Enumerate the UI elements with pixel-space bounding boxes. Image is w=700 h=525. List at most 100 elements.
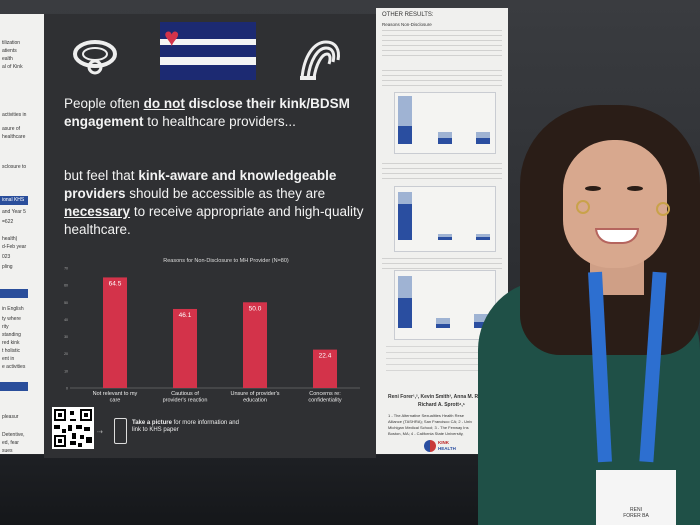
right-mini-bar xyxy=(436,324,450,328)
left-poster-line: pling xyxy=(2,264,13,270)
authors-line: Richard A. Sprott⁴,⁵ xyxy=(418,402,466,408)
right-mini-bar xyxy=(398,276,412,298)
bar-value-label: 46.1 xyxy=(179,312,192,319)
left-poster-line: ealth xyxy=(2,56,13,62)
bar-value-label: 64.5 xyxy=(109,280,122,287)
y-tick-label: 40 xyxy=(64,318,68,322)
left-poster-line: atients xyxy=(2,48,17,54)
authors-line: Reni Forer¹,², Kevin Smith³, Anna M. Ra xyxy=(388,394,481,400)
left-poster-line: ional KHS xyxy=(2,197,25,203)
left-poster-line: healthcare xyxy=(2,134,26,140)
affiliation-line: Boston, MA; 4 - California State Univers… xyxy=(388,431,464,436)
left-poster-line: ed, fear xyxy=(2,440,19,446)
eye-icon xyxy=(585,186,601,191)
right-poster: OTHER RESULTS: Reasons Non-Disclosure Re… xyxy=(376,8,508,454)
left-poster-line: 023 xyxy=(2,254,11,260)
left-poster-line: in English xyxy=(2,306,24,312)
left-poster-header-bar xyxy=(0,382,28,391)
left-poster-line: d-Feb year xyxy=(2,244,27,250)
bar xyxy=(173,308,197,388)
right-mini-bar xyxy=(476,138,490,144)
right-mini-bar xyxy=(438,237,452,240)
category-label: Not relevant to my care xyxy=(93,391,138,404)
left-poster-line: t holistic xyxy=(2,348,21,354)
phone-icon xyxy=(114,418,127,444)
collar-icon xyxy=(73,40,117,75)
left-poster-line: ent in xyxy=(2,356,15,362)
right-mini-bar xyxy=(438,234,452,237)
right-mini-bar xyxy=(438,132,452,138)
left-poster-line: sclosure to xyxy=(2,164,27,170)
right-poster-subheader: Reasons Non-Disclosure xyxy=(382,22,432,27)
bar-chart: 0 10 20 30 40 50 60 70 64.5 Not relevant to my ca… xyxy=(64,267,360,404)
category-label: Unsure of provider's education xyxy=(230,391,279,404)
bar xyxy=(243,302,267,388)
right-poster-text-block xyxy=(382,163,502,181)
y-tick-label: 20 xyxy=(64,352,68,356)
smile xyxy=(595,228,639,244)
left-poster-line: rity xyxy=(2,324,9,330)
affiliation-line: 1 - The Alternative Sexualities Health R… xyxy=(388,413,464,418)
y-tick-label: 70 xyxy=(64,267,68,271)
earring-icon xyxy=(656,202,670,216)
right-mini-bar xyxy=(436,318,450,324)
right-poster-header: OTHER RESULTS: xyxy=(382,12,434,18)
affiliation-line: Alliance (TASHRA); San Francisco CA; 2 -… xyxy=(388,419,473,424)
right-mini-bar xyxy=(398,126,412,144)
chart-title: Reasons for Non-Disclosure to MH Provide… xyxy=(163,258,289,264)
whip-icon xyxy=(300,40,340,80)
leather-pride-flag: ♥ xyxy=(160,22,256,80)
left-poster-line: red kink xyxy=(2,340,20,346)
right-mini-bar xyxy=(398,192,412,204)
headline-nondisclosure: People often do not disclose their kink/… xyxy=(64,96,350,129)
heart-icon: ♥ xyxy=(164,22,180,52)
left-poster-line: al of Kink xyxy=(2,64,23,70)
right-mini-bar xyxy=(476,237,490,240)
right-mini-bar xyxy=(398,298,412,328)
earring-icon xyxy=(576,200,590,214)
call-to-action: Take a picture for more information and … xyxy=(132,420,239,433)
left-poster-line: asure of xyxy=(2,126,21,132)
badge-name: RENI FORER BA xyxy=(623,507,649,519)
name-badge xyxy=(596,470,676,525)
bar xyxy=(103,277,127,388)
bar-value-label: 50.0 xyxy=(249,305,262,312)
left-poster-line: sues xyxy=(2,448,13,454)
headline-kink-aware: but feel that kink-aware and knowledgeab… xyxy=(64,168,364,237)
y-tick-label: 50 xyxy=(64,301,68,305)
y-axis: 0 10 20 30 40 50 60 70 xyxy=(64,267,68,391)
right-mini-bar xyxy=(476,132,490,138)
left-poster-header-bar xyxy=(0,289,28,298)
right-mini-bar xyxy=(474,322,488,328)
y-tick-label: 0 xyxy=(66,387,68,391)
y-tick-label: 60 xyxy=(64,284,68,288)
eye-icon xyxy=(627,186,643,191)
right-mini-bar xyxy=(474,314,488,322)
right-poster-text-block xyxy=(386,346,496,374)
left-poster-line: activities in xyxy=(2,112,27,118)
left-poster-line: tilization xyxy=(2,40,21,46)
left-poster-line: Detentive, xyxy=(2,432,25,438)
right-mini-bar xyxy=(438,138,452,144)
left-poster: tilization atients ealth al of Kink acti… xyxy=(0,14,44,454)
bar-value-label: 22.4 xyxy=(319,353,332,360)
arrow-icon: ⇢ xyxy=(97,429,103,436)
y-tick-label: 30 xyxy=(64,335,68,339)
right-mini-bar xyxy=(476,234,490,237)
left-poster-line: e activities xyxy=(2,364,26,370)
left-poster-line: health) xyxy=(2,236,18,242)
left-poster-line: and Year 5 xyxy=(2,209,26,215)
left-poster-line: =622 xyxy=(2,219,14,225)
logo-text: KINK xyxy=(438,440,449,445)
qr-code[interactable] xyxy=(52,407,94,449)
right-poster-text-block xyxy=(382,70,502,88)
left-poster-header-bar xyxy=(0,196,28,205)
category-label: Cautious of provider's reaction xyxy=(163,391,208,404)
logo-text: HEALTH xyxy=(438,446,456,451)
left-poster-line: ty where xyxy=(2,316,21,322)
kink-health-logo-icon xyxy=(424,440,436,452)
left-poster-line: pleasur xyxy=(2,414,19,420)
left-poster-line: standing xyxy=(2,332,21,338)
category-label: Concerns re: confidentiality xyxy=(308,391,342,404)
right-poster-text-block xyxy=(382,258,502,270)
